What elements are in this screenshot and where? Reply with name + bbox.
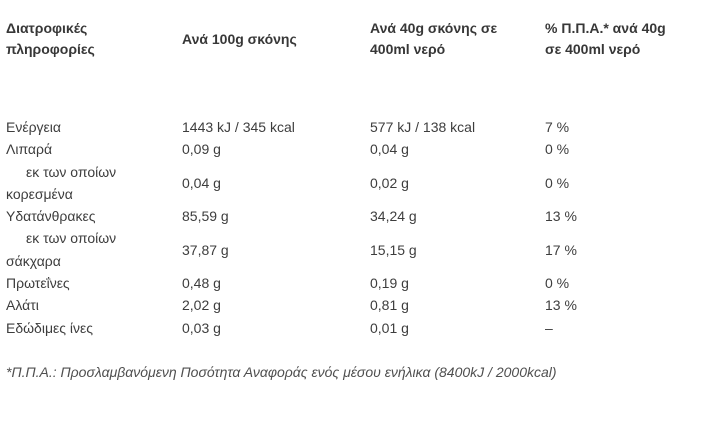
value-per-100g: 2,02 g bbox=[182, 297, 221, 314]
reference-intake-footnote: *Π.Π.Α.: Προσλαμβανόμενη Ποσότητα Αναφορ… bbox=[6, 363, 557, 380]
table-row-saturates: εκ των οποίων κορεσμένα 0,04 g 0,02 g 0 … bbox=[6, 161, 706, 206]
value-per-40g: 0,02 g bbox=[370, 174, 409, 191]
value-ri: 0 % bbox=[545, 275, 570, 292]
nutrition-table: Διατροφικές πληροφορίες Ανά 100g σκόνης … bbox=[6, 14, 706, 339]
table-row-carbohydrates: Υδατάνθρακες 85,59 g 34,24 g 13 % bbox=[6, 205, 706, 227]
row-label: Εδώδιμες ίνες bbox=[6, 319, 94, 336]
value-per-40g: 15,15 g bbox=[370, 241, 417, 258]
value-per-100g: 0,03 g bbox=[182, 319, 221, 336]
value-ri: 13 % bbox=[545, 297, 577, 314]
row-label-sub: εκ των οποίων κορεσμένα bbox=[6, 163, 117, 202]
table-header: Διατροφικές πληροφορίες Ανά 100g σκόνης … bbox=[6, 14, 706, 60]
value-per-40g: 0,04 g bbox=[370, 141, 409, 158]
value-ri: – bbox=[545, 319, 553, 336]
header-row: Διατροφικές πληροφορίες Ανά 100g σκόνης … bbox=[6, 14, 706, 60]
row-label: Υδατάνθρακες bbox=[6, 208, 96, 225]
value-ri: 0 % bbox=[545, 141, 570, 158]
value-ri: 17 % bbox=[545, 241, 577, 258]
table-row-sugars: εκ των οποίων σάκχαρα 37,87 g 15,15 g 17… bbox=[6, 227, 706, 272]
nutrition-panel: { "table": { "headers": [ "Διατροφικές π… bbox=[0, 14, 710, 432]
value-per-40g: 577 kJ / 138 kcal bbox=[370, 119, 476, 135]
table-row-energy: Ενέργεια 1443 kJ / 345 kcal 577 kJ / 138… bbox=[6, 116, 706, 138]
value-per-100g: 0,48 g bbox=[182, 275, 221, 292]
header-per-40g: Ανά 40g σκόνης σε 400ml νερό bbox=[370, 20, 498, 57]
value-per-100g: 37,87 g bbox=[182, 241, 229, 258]
table-body: Ενέργεια 1443 kJ / 345 kcal 577 kJ / 138… bbox=[6, 60, 706, 339]
header-nutrition-info: Διατροφικές πληροφορίες bbox=[6, 20, 95, 57]
value-per-40g: 0,01 g bbox=[370, 319, 409, 336]
row-label: Αλάτι bbox=[6, 297, 39, 314]
value-per-100g: 0,09 g bbox=[182, 141, 221, 158]
value-per-40g: 34,24 g bbox=[370, 208, 417, 225]
table-row-fat: Λιπαρά 0,09 g 0,04 g 0 % bbox=[6, 138, 706, 160]
value-ri: 13 % bbox=[545, 208, 577, 225]
row-label-sub: εκ των οποίων σάκχαρα bbox=[6, 230, 117, 269]
value-per-100g: 85,59 g bbox=[182, 208, 229, 225]
value-ri: 0 % bbox=[545, 174, 570, 191]
value-ri: 7 % bbox=[545, 119, 570, 135]
value-per-100g: 1443 kJ / 345 kcal bbox=[182, 119, 295, 135]
header-per-100g: Ανά 100g σκόνης bbox=[182, 30, 297, 47]
value-per-40g: 0,81 g bbox=[370, 297, 409, 314]
row-label: Λιπαρά bbox=[6, 141, 53, 158]
table-row-fibre: Εδώδιμες ίνες 0,03 g 0,01 g – bbox=[6, 317, 706, 339]
value-per-100g: 0,04 g bbox=[182, 174, 221, 191]
row-label: Πρωτεΐνες bbox=[6, 275, 70, 292]
header-body-spacer bbox=[6, 60, 706, 116]
table-row-protein: Πρωτεΐνες 0,48 g 0,19 g 0 % bbox=[6, 272, 706, 294]
row-label: Ενέργεια bbox=[6, 119, 61, 135]
value-per-40g: 0,19 g bbox=[370, 275, 409, 292]
header-ri-percent: % Π.Π.Α.* ανά 40g σε 400ml νερό bbox=[545, 20, 666, 57]
table-row-salt: Αλάτι 2,02 g 0,81 g 13 % bbox=[6, 294, 706, 316]
